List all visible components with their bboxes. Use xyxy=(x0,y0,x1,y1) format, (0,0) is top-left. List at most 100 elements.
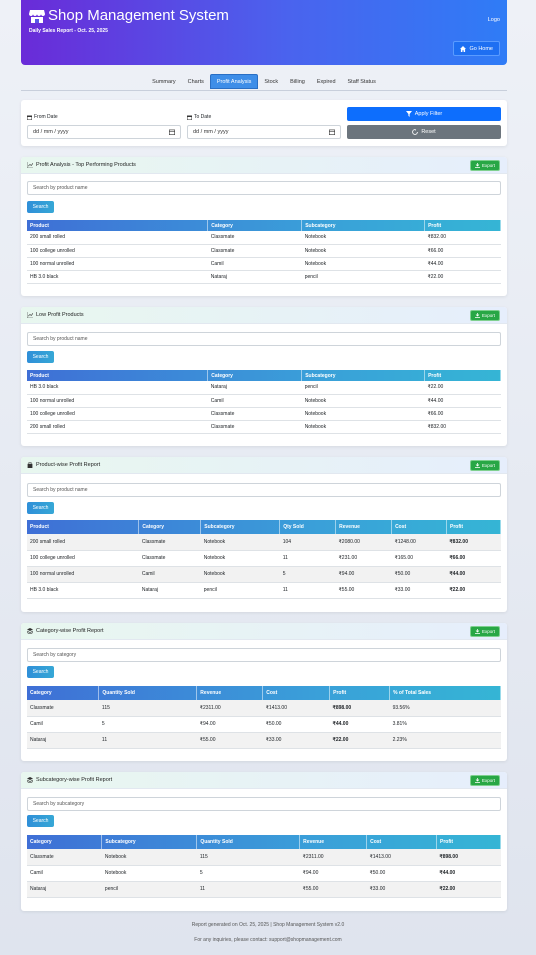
column-header: Cost xyxy=(366,835,438,849)
table-row: HB 3.0 black Nataraj pencil ₹22.00 xyxy=(27,270,501,284)
export-button[interactable]: Export xyxy=(469,310,500,321)
column-header: Category xyxy=(207,370,303,381)
table-cell: ₹55.00 xyxy=(335,582,392,599)
tab-charts[interactable]: Charts xyxy=(187,78,204,85)
product-search-input[interactable] xyxy=(27,332,501,346)
export-button[interactable]: Export xyxy=(469,460,500,471)
column-header: Profit xyxy=(446,520,501,534)
calendar-icon xyxy=(187,115,192,120)
product-search-input[interactable] xyxy=(27,181,501,195)
table-cell: Nataraj xyxy=(27,881,102,898)
table-cell: pencil xyxy=(101,881,197,898)
column-header: Quantity Sold xyxy=(196,835,301,849)
column-header: % of Total Sales xyxy=(389,686,501,700)
column-header: Quantity Sold xyxy=(98,686,198,700)
to-date-input[interactable]: dd / mm / yyyy xyxy=(187,125,341,139)
search-button[interactable]: Search xyxy=(27,815,54,827)
table-cell: Classmate xyxy=(27,849,102,866)
export-button[interactable]: Export xyxy=(469,160,500,171)
table-cell: Camil xyxy=(138,566,201,583)
table-cell: ₹898.00 xyxy=(436,849,501,866)
card-title: Profit Analysis - Top Performing Product… xyxy=(27,162,136,168)
table-cell: Camil xyxy=(27,865,102,882)
category-search-input[interactable] xyxy=(27,648,501,662)
apply-filter-button[interactable]: Apply Filter xyxy=(347,107,501,121)
search-button[interactable]: Search xyxy=(27,201,54,213)
table-cell: ₹33.00 xyxy=(366,881,437,898)
table-cell: ₹1248.00 xyxy=(391,534,447,551)
table-cell: ₹50.00 xyxy=(262,716,330,733)
column-header: Product xyxy=(27,520,140,534)
tab-billing[interactable]: Billing xyxy=(290,78,305,85)
table-cell: ₹55.00 xyxy=(299,881,367,898)
table-row: Classmate Notebook 115 ₹2311.00 ₹1413.00 ₹898… xyxy=(27,849,501,866)
table-cell: ₹22.00 xyxy=(436,881,501,898)
table-cell: 104 xyxy=(279,534,336,551)
tab-summary[interactable]: Summary xyxy=(152,78,176,85)
bag-icon xyxy=(27,462,33,468)
download-icon xyxy=(474,163,480,168)
table-cell: ₹66.00 xyxy=(424,407,501,421)
table-cell: Notebook xyxy=(200,534,280,551)
download-icon xyxy=(474,463,480,468)
table-cell: 5 xyxy=(279,566,336,583)
table-cell: ₹50.00 xyxy=(366,865,437,882)
column-header: Qty Sold xyxy=(279,520,337,534)
table-cell: Notebook xyxy=(301,394,425,408)
card-header: Product-wise Profit Report Export xyxy=(21,457,507,474)
table-row: HB 3.0 black Nataraj pencil 11 ₹55.00 ₹33.00 ₹… xyxy=(27,582,501,599)
table-cell: Notebook xyxy=(101,849,197,866)
table-cell: HB 3.0 black xyxy=(27,381,208,395)
tab-profit-analysis[interactable]: Profit Analysis xyxy=(209,74,259,89)
column-header: Product xyxy=(27,220,209,231)
table-cell: HB 3.0 black xyxy=(27,582,139,599)
table-cell: ₹1413.00 xyxy=(366,849,437,866)
layers-icon xyxy=(27,777,33,783)
table-cell: ₹2311.00 xyxy=(196,700,263,717)
table-cell: ₹44.00 xyxy=(424,257,501,271)
from-date-input[interactable]: dd / mm / yyyy xyxy=(27,125,181,139)
calendar-picker-icon[interactable] xyxy=(169,129,175,135)
card-title: Subcategory-wise Profit Report xyxy=(27,777,112,783)
download-icon xyxy=(474,629,480,634)
tab-staff-status[interactable]: Staff Status xyxy=(347,78,376,85)
subcategory-search-input[interactable] xyxy=(27,797,501,811)
table-cell: Notebook xyxy=(200,566,280,583)
search-button[interactable]: Search xyxy=(27,666,54,678)
table-row: Nataraj 11 ₹55.00 ₹33.00 ₹22.00 2.23% xyxy=(27,732,501,749)
low-profit-card: Low Profit Products Export Search Produc… xyxy=(21,307,507,446)
search-button[interactable]: Search xyxy=(27,502,54,514)
tab-stock[interactable]: Stock xyxy=(264,78,279,85)
table-cell: ₹66.00 xyxy=(446,550,501,567)
export-button[interactable]: Export xyxy=(469,775,500,786)
table-cell: Notebook xyxy=(301,244,425,258)
table-cell: 100 normal unrolled xyxy=(27,257,208,271)
table-cell: Notebook xyxy=(301,231,425,245)
table-cell: ₹165.00 xyxy=(391,550,447,567)
column-header: Revenue xyxy=(299,835,368,849)
subcategory-wise-table: Category Subcategory Quantity Sold Reven… xyxy=(27,835,501,898)
home-icon xyxy=(460,45,467,52)
table-header-row: Product Category Subcategory Qty Sold Re… xyxy=(27,520,501,534)
tab-expired[interactable]: Expired xyxy=(316,78,336,85)
table-row: 100 normal unrolled Camil Notebook ₹44.00 xyxy=(27,257,501,271)
calendar-picker-icon[interactable] xyxy=(329,129,335,135)
table-cell: Classmate xyxy=(207,407,302,421)
table-cell: Notebook xyxy=(301,420,425,434)
table-cell: ₹2311.00 xyxy=(299,849,367,866)
table-cell: ₹231.00 xyxy=(335,550,392,567)
go-home-button[interactable]: Go Home xyxy=(453,41,500,56)
export-button[interactable]: Export xyxy=(469,626,500,637)
search-button[interactable]: Search xyxy=(27,351,54,363)
column-header: Product xyxy=(27,370,209,381)
low-profit-table: Product Category Subcategory Profit HB 3… xyxy=(27,370,501,434)
reset-button[interactable]: Reset xyxy=(347,125,501,139)
table-cell: ₹2080.00 xyxy=(335,534,392,551)
table-cell: Nataraj xyxy=(207,381,302,395)
subcategory-wise-card: Subcategory-wise Profit Report Export Se… xyxy=(21,772,507,911)
table-cell: Classmate xyxy=(27,700,99,717)
product-search-input[interactable] xyxy=(27,483,501,497)
table-cell: ₹22.00 xyxy=(424,270,501,284)
download-icon xyxy=(474,313,480,318)
table-header-row: Category Quantity Sold Revenue Cost Prof… xyxy=(27,686,501,700)
